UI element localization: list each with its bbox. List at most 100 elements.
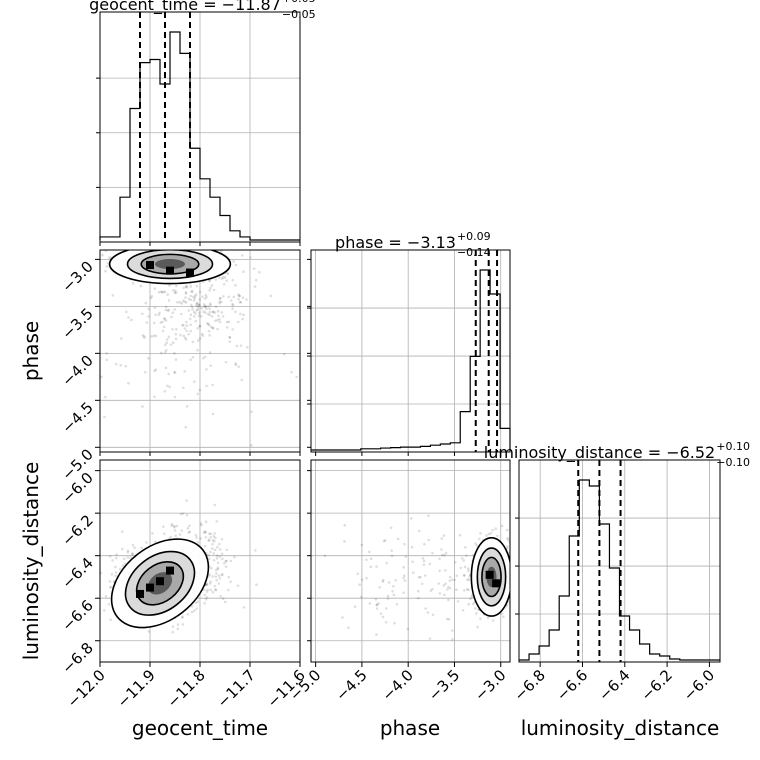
sample-point xyxy=(403,542,406,546)
sample-point xyxy=(214,575,218,578)
sample-point xyxy=(213,548,217,552)
sample-point xyxy=(212,552,215,555)
sample-point xyxy=(210,566,213,570)
sample-point xyxy=(255,583,258,586)
sample-point xyxy=(162,325,166,329)
sample-point xyxy=(187,332,190,336)
sample-point xyxy=(173,308,176,311)
sample-point xyxy=(167,308,170,312)
sample-point xyxy=(226,271,229,275)
x-axis-label: phase xyxy=(380,716,440,740)
sample-point xyxy=(100,571,103,575)
sample-point xyxy=(219,594,222,598)
density-peak-cell xyxy=(136,589,144,598)
sample-point xyxy=(198,311,201,314)
sample-point xyxy=(125,310,128,314)
sample-point xyxy=(150,335,153,338)
sample-point xyxy=(365,558,368,561)
sample-point xyxy=(152,334,156,338)
sample-point xyxy=(214,305,218,309)
sample-point xyxy=(360,578,364,581)
sample-point xyxy=(421,557,425,560)
sample-point xyxy=(231,278,235,282)
sample-point xyxy=(394,578,397,582)
x-tick-label: −3.5 xyxy=(425,666,463,704)
sample-point xyxy=(507,600,510,604)
sample-point xyxy=(175,524,179,528)
sample-point xyxy=(173,395,177,399)
sample-point xyxy=(196,339,200,342)
sample-point xyxy=(199,537,202,540)
sample-point xyxy=(191,290,194,293)
sample-point xyxy=(121,564,125,568)
sample-point xyxy=(431,551,434,555)
sample-point xyxy=(165,338,169,341)
sample-point xyxy=(211,590,215,594)
sample-point xyxy=(186,612,190,616)
histogram-geocent_time xyxy=(99,31,300,241)
sample-point xyxy=(365,576,368,580)
sample-point xyxy=(208,313,211,317)
sample-point xyxy=(124,364,128,368)
sample-point xyxy=(190,610,194,614)
sample-point xyxy=(187,309,191,312)
sample-point xyxy=(147,630,151,633)
sample-point xyxy=(209,302,212,305)
sample-point xyxy=(175,284,178,288)
sample-point xyxy=(474,542,477,545)
sample-point xyxy=(486,616,490,620)
sample-point xyxy=(185,320,188,324)
sample-point xyxy=(196,541,200,544)
sample-point xyxy=(173,529,177,532)
sample-point xyxy=(207,538,211,542)
sample-point xyxy=(196,348,199,352)
sample-point xyxy=(198,388,202,392)
x-tick-label: −11.7 xyxy=(214,666,259,711)
sample-point xyxy=(108,586,112,589)
sample-point xyxy=(215,579,219,582)
sample-point xyxy=(209,550,212,554)
sample-point xyxy=(150,294,154,298)
sample-point xyxy=(103,415,106,419)
sample-point xyxy=(165,384,169,388)
x-tick-label: −11.8 xyxy=(164,666,209,711)
sample-point xyxy=(110,585,113,589)
sample-point xyxy=(220,311,224,314)
sample-point xyxy=(438,569,441,573)
sample-point xyxy=(160,291,164,294)
x-axis-label: geocent_time xyxy=(132,716,268,740)
sample-point xyxy=(224,559,228,563)
sample-point xyxy=(438,557,441,560)
sample-point xyxy=(512,582,515,585)
sample-point xyxy=(228,335,231,339)
sample-point xyxy=(225,326,229,329)
histogram-luminosity_distance xyxy=(519,479,720,661)
sample-point xyxy=(213,532,216,535)
sample-point xyxy=(225,548,229,552)
sample-point xyxy=(142,239,145,242)
sample-point xyxy=(236,584,240,587)
sample-point xyxy=(179,312,183,316)
sample-point xyxy=(471,602,475,606)
sample-point xyxy=(422,563,426,566)
sample-point xyxy=(201,295,204,299)
sample-point xyxy=(214,319,217,323)
sample-point xyxy=(192,310,196,314)
x-tick-label: −6.0 xyxy=(680,666,718,704)
sample-point xyxy=(231,307,234,311)
sample-point xyxy=(384,607,388,610)
sample-point xyxy=(187,531,191,534)
sample-point xyxy=(141,312,144,316)
sample-point xyxy=(225,320,229,324)
sample-point xyxy=(475,544,479,547)
sample-point xyxy=(197,304,201,307)
sample-point xyxy=(254,278,258,282)
sample-point xyxy=(216,309,220,313)
panel-frame xyxy=(518,459,721,663)
sample-point xyxy=(159,290,163,294)
sample-point xyxy=(197,302,200,306)
sample-point xyxy=(206,312,210,316)
sample-point xyxy=(209,286,212,290)
sample-point xyxy=(241,296,245,300)
sample-point xyxy=(444,582,447,586)
